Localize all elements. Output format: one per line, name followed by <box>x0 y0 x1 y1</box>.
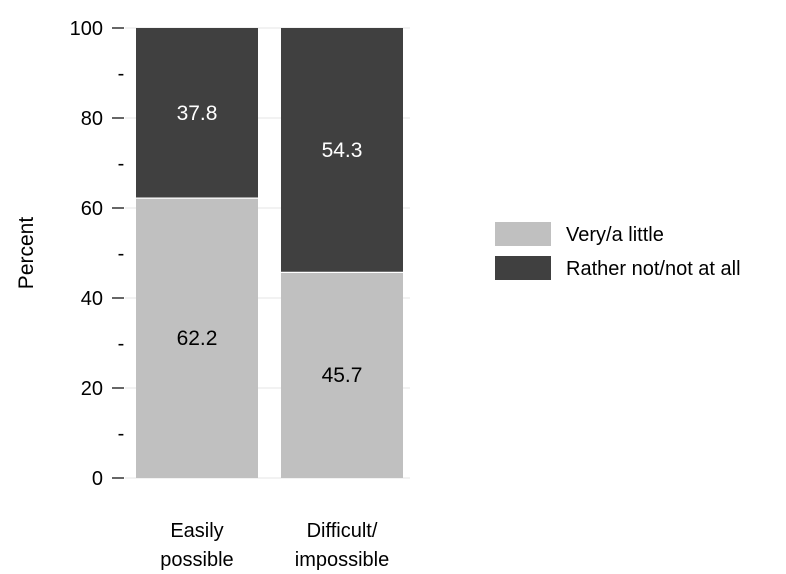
y-tick-label: 20 <box>81 378 103 400</box>
y-minor-tick-label: - <box>118 243 125 265</box>
y-minor-tick-label: - <box>118 153 125 175</box>
legend-label: Very/a little <box>566 224 664 246</box>
bar-segment <box>136 198 258 478</box>
y-axis: 0 20 40 60 80 100 - - - - - <box>70 18 125 490</box>
legend: Very/a little Rather not/not at all <box>495 222 741 280</box>
y-minor-tick-label: - <box>118 63 125 85</box>
bars: 62.2 37.8 45.7 54.3 <box>136 28 403 478</box>
bar-data-label: 37.8 <box>177 102 218 125</box>
bar-data-label: 62.2 <box>177 327 218 350</box>
bar-data-label: 54.3 <box>322 139 363 162</box>
bar-segment <box>281 28 403 273</box>
y-axis-title: Percent <box>15 217 38 290</box>
x-category-label: impossible <box>295 549 389 571</box>
y-minor-tick-label: - <box>118 333 125 355</box>
x-category-label: possible <box>160 549 233 571</box>
legend-label: Rather not/not at all <box>566 258 741 280</box>
y-tick-label: 0 <box>92 468 103 490</box>
legend-swatch <box>495 256 551 280</box>
y-tick-label: 80 <box>81 108 103 130</box>
bar-segment <box>281 272 403 478</box>
bar-data-label: 45.7 <box>322 364 363 387</box>
y-tick-label: 100 <box>70 18 103 40</box>
y-tick-label: 40 <box>81 288 103 310</box>
legend-swatch <box>495 222 551 246</box>
y-minor-tick-label: - <box>118 423 125 445</box>
bar-segment <box>136 28 258 199</box>
x-axis: Easily possible Difficult/impossible <box>160 520 389 571</box>
y-tick-label: 60 <box>81 198 103 220</box>
x-category-label: Difficult/ <box>307 520 378 542</box>
x-category-label: Easily <box>170 520 223 542</box>
